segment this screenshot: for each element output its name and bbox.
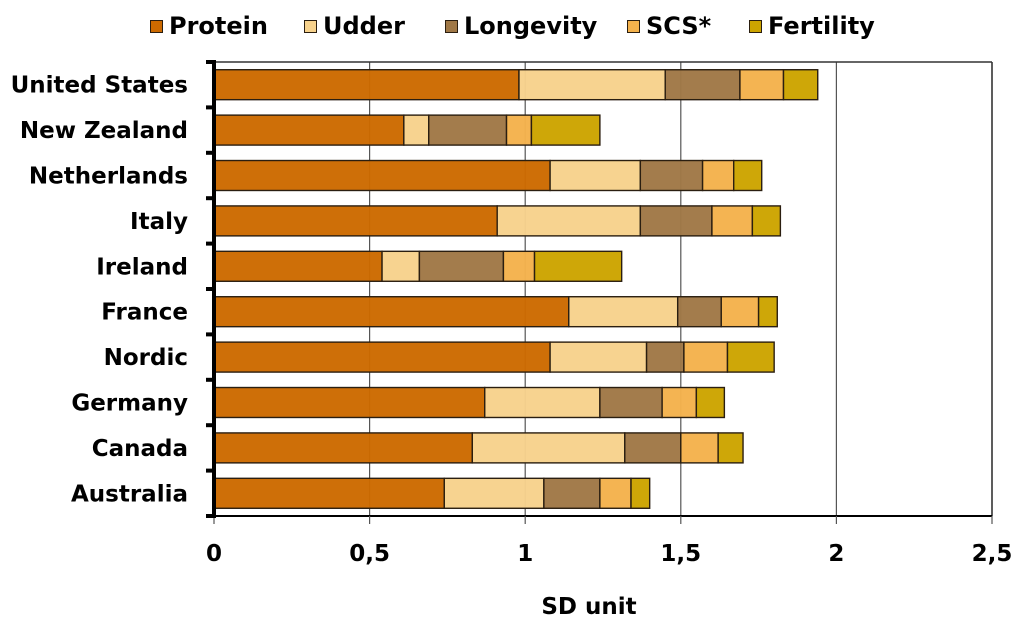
- legend-label: Longevity: [464, 12, 598, 40]
- legend-swatch: [304, 19, 317, 33]
- bar-protein-australia: [213, 477, 445, 509]
- legend-swatch: [150, 19, 163, 33]
- bar-protein-new-zealand: [213, 114, 405, 146]
- legend-item-udder: Udder: [304, 12, 405, 40]
- bar-longevity-new-zealand: [428, 114, 508, 146]
- bar-longevity-australia: [543, 477, 601, 509]
- category-label-canada: Canada: [92, 436, 188, 462]
- category-label-new-zealand: New Zealand: [20, 118, 188, 144]
- legend-swatch: [749, 19, 762, 33]
- category-label-italy: Italy: [130, 209, 188, 235]
- bar-protein-germany: [213, 386, 486, 419]
- bar-longevity-france: [676, 296, 722, 328]
- legend: Protein Udder Longevity SCS* Fertility: [0, 12, 1024, 48]
- bar-scs-nordic: [683, 341, 729, 373]
- bar-scs-united-states: [739, 69, 785, 101]
- legend-swatch: [627, 19, 640, 33]
- bar-udder-canada: [471, 432, 626, 464]
- bar-fertility-new-zealand: [530, 114, 601, 146]
- legend-label: Protein: [169, 12, 268, 40]
- category-label-france: France: [101, 300, 188, 326]
- legend-item-protein: Protein: [150, 12, 268, 40]
- bar-fertility-germany: [695, 386, 726, 419]
- bar-scs-germany: [661, 386, 698, 419]
- bar-scs-australia: [599, 477, 632, 509]
- category-label-united-states: United States: [11, 73, 188, 99]
- category-label-australia: Australia: [71, 481, 188, 507]
- legend-item-scs: SCS*: [627, 12, 711, 40]
- bar-udder-italy: [496, 205, 642, 237]
- category-label-netherlands: Netherlands: [29, 164, 188, 190]
- category-label-germany: Germany: [71, 391, 188, 417]
- x-tick-label-1: 0,5: [349, 541, 390, 567]
- x-tick-label-2: 1: [517, 541, 533, 567]
- bar-udder-germany: [484, 386, 601, 419]
- x-tick-label-4: 2: [828, 541, 844, 567]
- bar-fertility-ireland: [533, 250, 623, 282]
- bar-udder-nordic: [549, 341, 648, 373]
- bar-protein-ireland: [213, 250, 383, 282]
- bar-scs-ireland: [502, 250, 536, 282]
- category-label-ireland: Ireland: [96, 254, 188, 280]
- legend-swatch: [445, 19, 458, 33]
- bar-scs-new-zealand: [505, 114, 533, 146]
- bar-fertility-united-states: [782, 69, 819, 101]
- bar-scs-france: [720, 296, 760, 328]
- bar-udder-ireland: [381, 250, 421, 282]
- bar-scs-italy: [711, 205, 754, 237]
- legend-item-longevity: Longevity: [445, 12, 597, 40]
- bar-longevity-nordic: [645, 341, 685, 373]
- bar-longevity-italy: [639, 205, 713, 237]
- x-tick-label-5: 2,5: [972, 541, 1013, 567]
- bar-protein-nordic: [213, 341, 551, 373]
- bar-udder-new-zealand: [403, 114, 430, 146]
- bar-udder-france: [568, 296, 679, 328]
- legend-item-fertility: Fertility: [749, 12, 875, 40]
- bar-scs-netherlands: [701, 159, 735, 192]
- bar-protein-italy: [213, 205, 498, 237]
- bar-fertility-canada: [717, 432, 744, 464]
- bar-udder-netherlands: [549, 159, 642, 192]
- bar-fertility-nordic: [726, 341, 775, 373]
- legend-label: Fertility: [768, 12, 875, 40]
- bar-longevity-netherlands: [639, 159, 704, 192]
- bar-longevity-ireland: [418, 250, 505, 282]
- x-axis-title: SD unit: [541, 594, 636, 620]
- legend-label: Udder: [323, 12, 405, 40]
- bar-fertility-italy: [751, 205, 782, 237]
- bar-longevity-germany: [599, 386, 663, 419]
- bar-fertility-netherlands: [733, 159, 763, 192]
- bar-longevity-canada: [624, 432, 682, 464]
- bar-protein-united-states: [213, 69, 520, 101]
- category-label-nordic: Nordic: [104, 345, 188, 371]
- bar-udder-united-states: [518, 69, 666, 101]
- bar-udder-australia: [443, 477, 545, 509]
- bar-scs-canada: [680, 432, 719, 464]
- bar-fertility-france: [757, 296, 778, 328]
- x-tick-label-0: 0: [206, 541, 222, 567]
- bar-protein-netherlands: [213, 159, 551, 192]
- x-tick-label-3: 1,5: [660, 541, 701, 567]
- bar-longevity-united-states: [664, 69, 741, 101]
- bar-fertility-australia: [630, 477, 651, 509]
- bar-protein-france: [213, 296, 570, 328]
- legend-label: SCS*: [646, 12, 712, 40]
- bar-protein-canada: [213, 432, 473, 464]
